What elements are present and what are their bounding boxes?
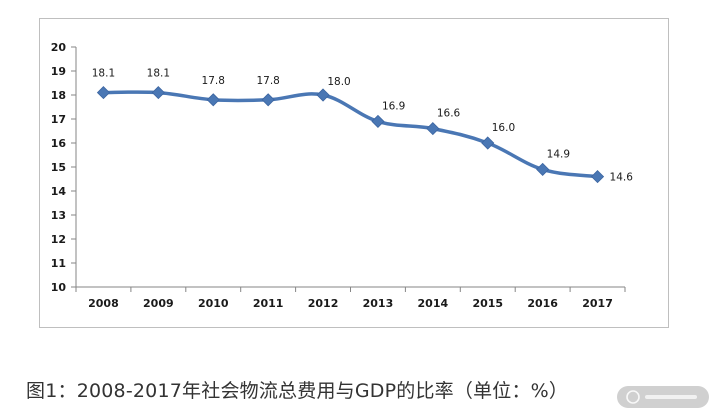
x-tick-label: 2014 — [418, 297, 449, 310]
data-point-marker — [261, 93, 275, 107]
data-markers — [96, 86, 605, 184]
data-label: 14.6 — [610, 172, 634, 184]
line-chart: 10 11 12 13 14 15 16 17 18 19 20 2008 2009 2010 2011 20… — [51, 41, 634, 310]
y-tick-label: 18 — [51, 89, 66, 102]
data-point-marker — [481, 136, 495, 150]
data-point-marker — [316, 88, 330, 102]
data-point-marker — [426, 122, 440, 136]
y-tick-label: 12 — [51, 233, 66, 246]
data-label: 17.8 — [256, 75, 279, 87]
chart-frame: 10 11 12 13 14 15 16 17 18 19 20 2008 2009 2010 2011 20… — [39, 18, 669, 328]
x-tick-label: 2012 — [308, 297, 339, 310]
y-tick-label: 19 — [51, 65, 66, 78]
data-labels: 18.1 18.1 17.8 17.8 18.0 16.9 16.6 16.0 14.9 14.6 — [92, 68, 633, 184]
y-tick-label: 14 — [51, 185, 67, 198]
data-point-marker — [371, 114, 385, 128]
data-label: 16.0 — [492, 122, 515, 134]
data-point-marker — [536, 162, 550, 176]
figure-caption: 图1：2008-2017年社会物流总费用与GDP的比率（单位：%） — [26, 380, 569, 402]
data-point-marker — [96, 86, 111, 100]
x-tick-label: 2008 — [88, 297, 119, 310]
y-tick-label: 16 — [51, 137, 67, 150]
data-label: 18.0 — [327, 76, 350, 88]
x-tick-label: 2013 — [363, 297, 394, 310]
series-line-group — [101, 90, 600, 179]
y-tick-label: 15 — [51, 161, 66, 174]
x-tick-label: 2017 — [582, 297, 613, 310]
data-label: 17.8 — [202, 75, 225, 87]
y-tick-label: 17 — [51, 113, 66, 126]
y-tick-label: 10 — [51, 281, 67, 294]
data-point-marker — [151, 86, 165, 100]
series-line — [101, 90, 600, 179]
x-tick-label: 2010 — [198, 297, 229, 310]
data-label: 14.9 — [547, 148, 570, 160]
y-tick-label: 20 — [51, 41, 67, 54]
y-tick-label: 13 — [51, 209, 66, 222]
watermark-badge — [617, 386, 709, 408]
data-label: 16.6 — [437, 108, 461, 120]
x-tick-label: 2009 — [143, 297, 174, 310]
x-tick-label: 2016 — [527, 297, 558, 310]
watermark-logo-icon — [626, 390, 640, 404]
x-tick-label: 2011 — [253, 297, 284, 310]
data-point-marker — [206, 93, 220, 107]
y-tick-label: 11 — [51, 257, 66, 270]
data-label: 18.1 — [92, 68, 115, 80]
axes: 10 11 12 13 14 15 16 17 18 19 20 2008 2009 2010 2011 20… — [51, 41, 626, 310]
data-point-marker — [590, 170, 605, 184]
data-label: 16.9 — [382, 100, 405, 112]
data-label: 18.1 — [147, 68, 170, 80]
x-tick-label: 2015 — [472, 297, 503, 310]
